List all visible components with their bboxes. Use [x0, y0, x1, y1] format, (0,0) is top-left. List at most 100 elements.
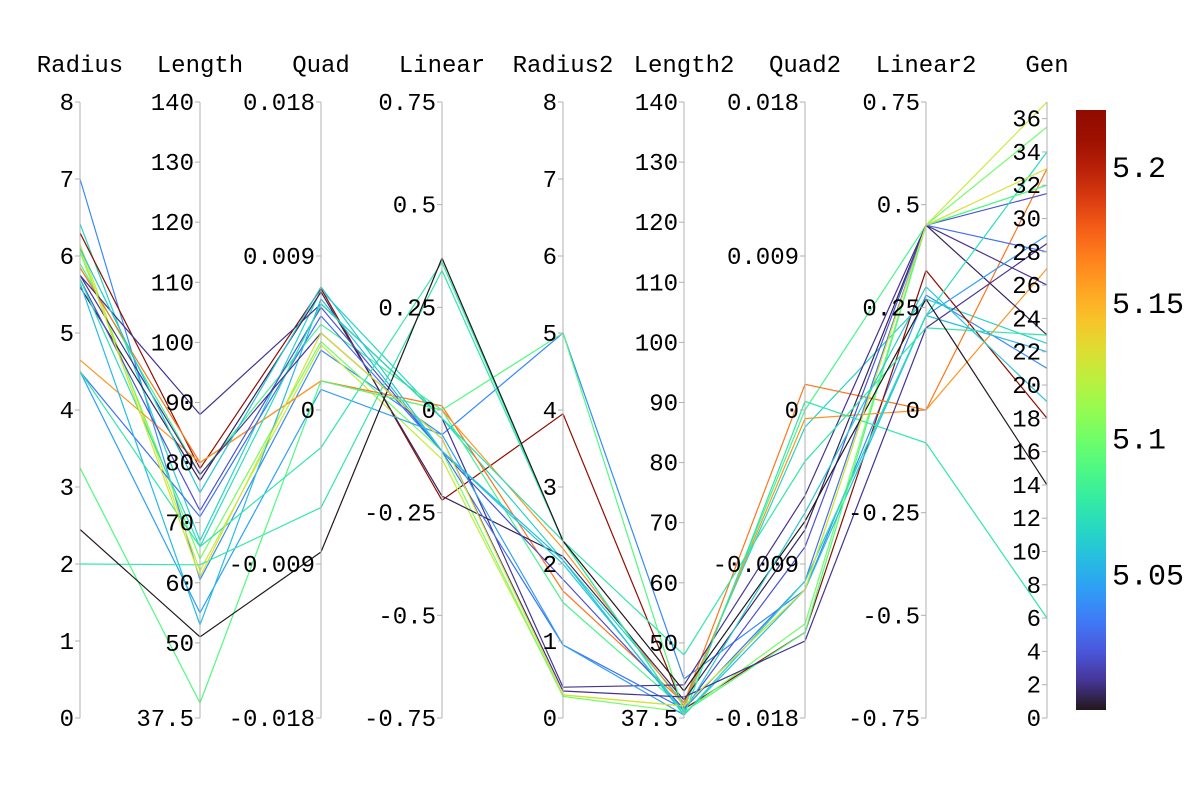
- tick-label: 60: [649, 572, 678, 599]
- colorbar-tick-label: 5.05: [1112, 560, 1184, 594]
- tick-label: 2: [60, 553, 74, 580]
- tick-label: 37.5: [620, 707, 678, 734]
- tick-label: 16: [1012, 441, 1041, 468]
- axis-title: Gen: [1025, 53, 1068, 80]
- tick-label: 14: [1012, 474, 1041, 501]
- axis-title: Length: [157, 53, 243, 80]
- tick-label: 90: [165, 391, 194, 418]
- tick-label: 110: [151, 271, 194, 298]
- tick-label: 1: [543, 630, 557, 657]
- tick-label: 0: [543, 707, 557, 734]
- tick-label: 7: [60, 168, 74, 195]
- tick-label: 0.25: [862, 296, 920, 323]
- axis-quad2: Quad2 -0.018 -0.009 0 0.009 0.018: [713, 53, 841, 734]
- tick-label: 10: [1012, 541, 1041, 568]
- tick-label: 130: [635, 151, 678, 178]
- tick-label: 4: [543, 399, 557, 426]
- axis-title: Linear: [399, 53, 485, 80]
- tick-label: 140: [635, 91, 678, 118]
- axis-title: Radius2: [513, 53, 614, 80]
- tick-label: 80: [649, 452, 678, 479]
- tick-label: -0.009: [229, 553, 315, 580]
- tick-label: 0: [785, 399, 799, 426]
- tick-label: 12: [1012, 507, 1041, 534]
- tick-label: 0: [906, 399, 920, 426]
- tick-label: 0: [60, 707, 74, 734]
- tick-label: 6: [543, 245, 557, 272]
- tick-label: 0.009: [727, 245, 799, 272]
- tick-label: 0: [1027, 707, 1041, 734]
- axis-title: Quad: [292, 53, 350, 80]
- tick-label: -0.25: [364, 502, 436, 529]
- tick-label: 50: [165, 632, 194, 659]
- tick-label: 20: [1012, 374, 1041, 401]
- tick-label: 0: [301, 399, 315, 426]
- tick-label: 8: [543, 91, 557, 118]
- tick-label: 120: [635, 211, 678, 238]
- axis-title: Length2: [634, 53, 735, 80]
- tick-label: 0.75: [378, 91, 436, 118]
- tick-label: 70: [165, 512, 194, 539]
- tick-label: 8: [1027, 574, 1041, 601]
- tick-label: 3: [60, 476, 74, 503]
- tick-label: 36: [1012, 108, 1041, 135]
- axis-length2: Length2 37.5 50 60 70 80 90 100 110 120 130 140: [620, 53, 734, 734]
- tick-label: 37.5: [136, 707, 194, 734]
- axis-title: Quad2: [769, 53, 841, 80]
- tick-label: 120: [151, 211, 194, 238]
- tick-label: -0.5: [862, 604, 920, 631]
- tick-label: 110: [635, 271, 678, 298]
- tick-label: 0: [422, 399, 436, 426]
- tick-label: 6: [1027, 607, 1041, 634]
- colorbar-tick-label: 5.2: [1112, 153, 1166, 187]
- axis-linear2: Linear2 -0.75 -0.5 -0.25 0 0.25 0.5 0.75: [848, 53, 976, 734]
- tick-label: 4: [60, 399, 74, 426]
- tick-label: -0.75: [364, 707, 436, 734]
- tick-label: 0.5: [877, 194, 920, 221]
- tick-label: 6: [60, 245, 74, 272]
- tick-label: -0.75: [848, 707, 920, 734]
- axis-length: Length 37.5 50 60 70 80 90 100 110 120 130 140: [136, 53, 243, 734]
- tick-label: 24: [1012, 307, 1041, 334]
- tick-label: 8: [60, 91, 74, 118]
- tick-label: 0.009: [243, 245, 315, 272]
- tick-label: 5: [543, 322, 557, 349]
- tick-label: 32: [1012, 174, 1041, 201]
- tick-label: 26: [1012, 274, 1041, 301]
- tick-label: 80: [165, 452, 194, 479]
- tick-label: 100: [151, 331, 194, 358]
- tick-label: 18: [1012, 407, 1041, 434]
- tick-label: -0.018: [713, 707, 799, 734]
- tick-label: 0.018: [727, 91, 799, 118]
- colorbar-tick-label: 5.1: [1112, 425, 1166, 459]
- axis-radius2: Radius2 0 1 2 3 4 5 6 7 8: [513, 53, 614, 734]
- colorbar: 5.05 5.1 5.15 5.2: [1076, 110, 1184, 710]
- tick-label: 60: [165, 572, 194, 599]
- tick-label: 1: [60, 630, 74, 657]
- tick-label: 0.75: [862, 91, 920, 118]
- axes: Radius012345678Length37.5506070809010011…: [37, 53, 1069, 734]
- tick-label: -0.25: [848, 502, 920, 529]
- tick-label: 22: [1012, 341, 1041, 368]
- tick-label: 28: [1012, 241, 1041, 268]
- tick-label: 50: [649, 632, 678, 659]
- axis-title: Linear2: [876, 53, 977, 80]
- tick-label: -0.018: [229, 707, 315, 734]
- tick-label: 34: [1012, 141, 1041, 168]
- tick-label: -0.009: [713, 553, 799, 580]
- axis-quad: Quad -0.018 -0.009 0 0.009 0.018: [229, 53, 350, 734]
- tick-label: 90: [649, 391, 678, 418]
- tick-label: 2: [1027, 674, 1041, 701]
- tick-label: 0.25: [378, 296, 436, 323]
- tick-label: 30: [1012, 208, 1041, 235]
- tick-label: 3: [543, 476, 557, 503]
- tick-label: 130: [151, 151, 194, 178]
- axis-title: Radius: [37, 53, 123, 80]
- tick-label: -0.5: [378, 604, 436, 631]
- tick-label: 7: [543, 168, 557, 195]
- tick-label: 70: [649, 512, 678, 539]
- tick-label: 140: [151, 91, 194, 118]
- tick-label: 5: [60, 322, 74, 349]
